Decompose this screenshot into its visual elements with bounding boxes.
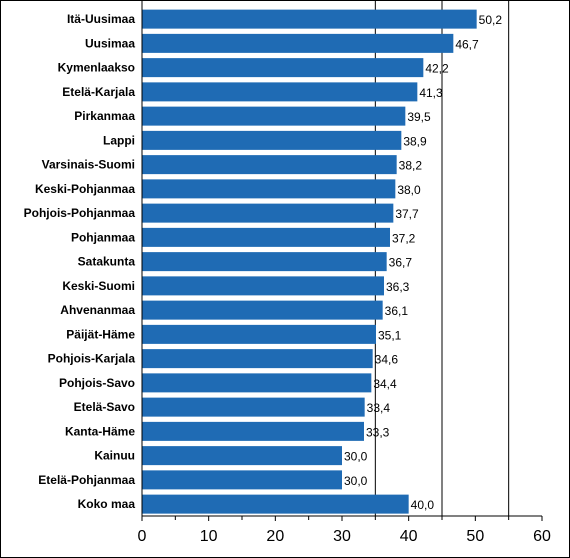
category-label: Lappi — [103, 133, 135, 147]
category-label: Pirkanmaa — [74, 109, 135, 123]
bar — [142, 130, 402, 150]
value-label: 40,0 — [411, 498, 435, 512]
category-label: Kanta-Häme — [65, 424, 135, 438]
bar — [142, 106, 406, 126]
bar — [142, 373, 372, 393]
value-label: 38,0 — [397, 183, 421, 197]
category-label: Varsinais-Suomi — [42, 158, 135, 172]
bar — [142, 276, 384, 296]
bar — [142, 227, 390, 247]
value-label: 36,1 — [385, 304, 409, 318]
x-tick-label: 30 — [333, 528, 351, 545]
category-label: Pohjois-Savo — [59, 376, 135, 390]
bar — [142, 179, 396, 199]
bar — [142, 9, 477, 29]
category-label: Etelä-Karjala — [62, 85, 135, 99]
category-label: Pohjois-Karjala — [48, 352, 136, 366]
bar — [142, 324, 376, 344]
bar — [142, 58, 424, 78]
x-axis: 0 10 20 30 40 50 60 — [138, 1, 551, 545]
bar — [142, 252, 387, 272]
category-label: Ahvenanmaa — [60, 303, 135, 317]
value-label: 37,7 — [395, 207, 419, 221]
category-label: Päijät-Häme — [66, 327, 135, 341]
value-label: 33,3 — [366, 425, 390, 439]
x-tick-label: 0 — [138, 528, 147, 545]
x-tick-label: 10 — [200, 528, 218, 545]
bar — [142, 421, 364, 441]
value-label: 38,2 — [399, 159, 423, 173]
bar — [142, 494, 409, 514]
value-label: 34,4 — [373, 377, 397, 391]
category-label: Uusimaa — [85, 36, 135, 50]
bar — [142, 349, 373, 369]
value-label: 30,0 — [344, 474, 368, 488]
value-label: 37,2 — [392, 231, 416, 245]
value-label: 50,2 — [479, 13, 503, 27]
category-label: Pohjois-Pohjanmaa — [24, 206, 136, 220]
category-label: Itä-Uusimaa — [67, 12, 135, 26]
category-label: Keski-Suomi — [62, 279, 135, 293]
x-tick-label: 60 — [533, 528, 551, 545]
category-label: Kainuu — [94, 449, 135, 463]
value-label: 42,2 — [425, 62, 449, 76]
bar — [142, 82, 418, 102]
value-label: 46,7 — [455, 37, 479, 51]
category-label: Etelä-Savo — [74, 400, 135, 414]
bars — [142, 9, 477, 514]
x-tick-label: 50 — [466, 528, 484, 545]
category-label: Koko maa — [78, 497, 136, 511]
value-label: 35,1 — [378, 328, 402, 342]
bar — [142, 203, 394, 223]
bar — [142, 397, 365, 417]
bar — [142, 470, 342, 490]
bar — [142, 33, 454, 53]
value-label: 30,0 — [344, 450, 368, 464]
category-label: Kymenlaakso — [58, 61, 135, 75]
category-label: Satakunta — [78, 255, 136, 269]
value-label: 33,4 — [367, 401, 391, 415]
bar — [142, 446, 342, 466]
category-labels: Itä-Uusimaa Uusimaa Kymenlaakso Etelä-Karja… — [24, 12, 136, 511]
category-label: Keski-Pohjanmaa — [35, 182, 135, 196]
category-label: Pohjanmaa — [71, 230, 135, 244]
value-label: 41,3 — [419, 86, 443, 100]
x-tick-label: 40 — [400, 528, 418, 545]
x-tick-label: 20 — [266, 528, 284, 545]
bar — [142, 300, 383, 320]
value-label: 36,3 — [386, 280, 410, 294]
bar — [142, 155, 397, 175]
value-label: 36,7 — [389, 256, 413, 270]
value-label: 39,5 — [407, 110, 431, 124]
value-label: 34,6 — [375, 353, 399, 367]
category-label: Etelä-Pohjanmaa — [38, 473, 135, 487]
value-label: 38,9 — [403, 134, 427, 148]
value-labels: 50,246,7 42,2 41,3 39,5 38,9 38,2 38,0 37,7 37,2… — [344, 13, 502, 512]
